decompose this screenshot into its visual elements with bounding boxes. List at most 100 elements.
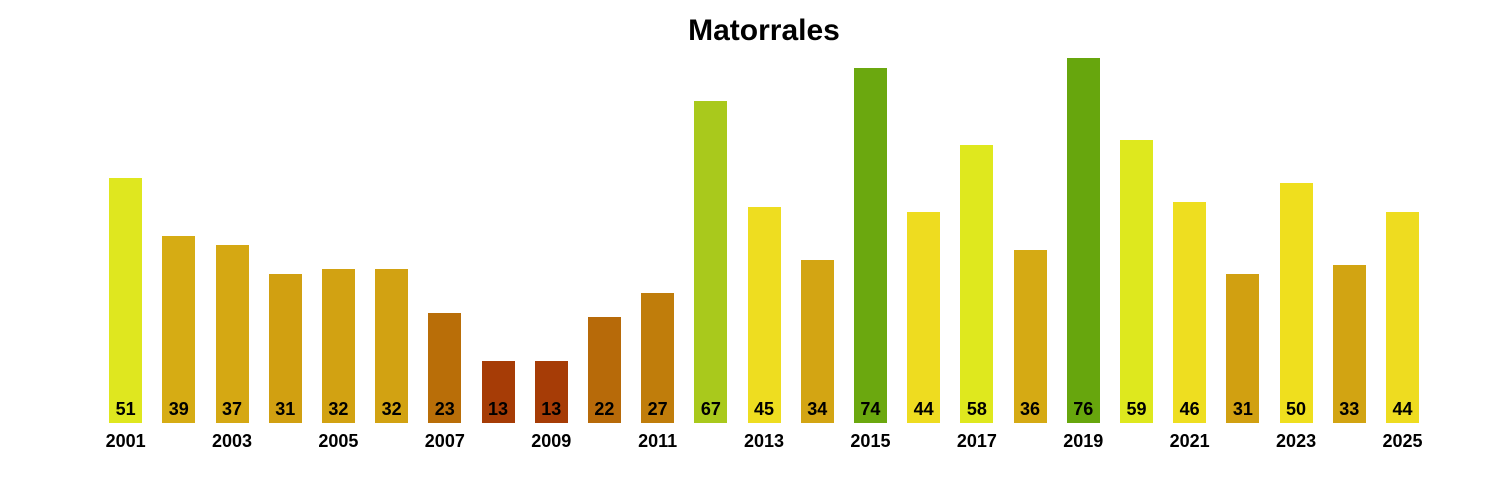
bar-2013: 45 <box>747 207 781 423</box>
x-tick-2005: 2005 <box>318 431 359 451</box>
bar-2025: 44 <box>1385 212 1419 423</box>
bar-column-2023: 50 <box>1269 58 1322 423</box>
bar-2011: 27 <box>641 293 675 423</box>
x-tick-2012 <box>684 431 737 453</box>
bar-value-label-2011: 27 <box>647 399 668 420</box>
bars-plot-area: 51 39 37 31 32 32 23 13 13 22 27 67 45 34 74 44 58 36 76 59… <box>99 58 1429 423</box>
bar-column-2025: 44 <box>1376 58 1429 423</box>
bar-2004: 31 <box>268 274 302 423</box>
bar-2009: 13 <box>534 361 568 423</box>
bar-column-2013: 45 <box>737 58 790 423</box>
bar-value-label-2004: 31 <box>275 399 296 420</box>
bar-column-2014: 34 <box>791 58 844 423</box>
bar-value-label-2020: 59 <box>1126 399 1147 420</box>
bar-column-2022: 31 <box>1216 58 1269 423</box>
bar-column-2007: 23 <box>418 58 471 423</box>
bar-2005: 32 <box>321 269 355 423</box>
bar-2020: 59 <box>1119 140 1153 423</box>
x-tick-2011: 2011 <box>638 431 678 451</box>
bar-value-label-2005: 32 <box>328 399 349 420</box>
x-tick-2002 <box>152 431 205 453</box>
bar-value-label-2003: 37 <box>221 399 243 420</box>
bar-2006: 32 <box>375 269 409 423</box>
bar-2018: 36 <box>1013 250 1047 423</box>
bar-column-2004: 31 <box>259 58 312 423</box>
bar-value-label-2015: 74 <box>860 399 881 420</box>
bar-value-label-2023: 50 <box>1286 399 1307 420</box>
bar-2008: 13 <box>481 361 515 423</box>
bar-column-2003: 37 <box>205 58 258 423</box>
x-tick-2024 <box>1323 431 1376 453</box>
bar-column-2015: 74 <box>844 58 897 423</box>
x-tick-2001: 2001 <box>105 431 146 451</box>
bar-2010: 22 <box>587 317 621 423</box>
bar-column-2009: 13 <box>525 58 578 423</box>
bar-column-2018: 36 <box>1003 58 1056 423</box>
bar-value-label-2016: 44 <box>913 399 934 420</box>
bar-value-label-2009: 13 <box>541 399 562 420</box>
bar-column-2021: 46 <box>1163 58 1216 423</box>
x-tick-2004 <box>259 431 312 453</box>
bar-2003: 37 <box>215 245 249 423</box>
x-tick-2023: 2023 <box>1276 431 1317 451</box>
bar-value-label-2006: 32 <box>381 399 402 420</box>
bar-column-2016: 44 <box>897 58 950 423</box>
x-tick-2018 <box>1003 431 1056 453</box>
x-tick-2025: 2025 <box>1382 431 1423 451</box>
bar-column-2020: 59 <box>1110 58 1163 423</box>
bar-column-2002: 39 <box>152 58 205 423</box>
bar-2022: 31 <box>1226 274 1260 423</box>
bar-value-label-2021: 46 <box>1179 399 1200 420</box>
bar-2016: 44 <box>907 212 941 423</box>
bar-2012: 67 <box>694 101 728 423</box>
x-tick-2003: 2003 <box>211 431 253 451</box>
x-tick-2006 <box>365 431 418 453</box>
x-tick-2017: 2017 <box>956 431 997 451</box>
bar-value-label-2018: 36 <box>1020 399 1041 420</box>
bar-2017: 58 <box>960 145 994 423</box>
bar-2007: 23 <box>428 313 462 423</box>
bar-value-label-2017: 58 <box>966 399 987 420</box>
x-tick-2009: 2009 <box>531 431 572 451</box>
x-tick-2020 <box>1110 431 1163 453</box>
bar-column-2019: 76 <box>1057 58 1110 423</box>
bar-value-label-2010: 22 <box>594 399 615 420</box>
bar-value-label-2002: 39 <box>168 399 189 420</box>
bar-2019: 76 <box>1066 58 1100 423</box>
bar-2014: 34 <box>800 260 834 423</box>
x-tick-2022 <box>1216 431 1269 453</box>
bar-column-2008: 13 <box>471 58 524 423</box>
x-tick-2015: 2015 <box>850 431 891 451</box>
bar-value-label-2001: 51 <box>115 399 136 420</box>
bar-2001: 51 <box>109 178 143 423</box>
bar-value-label-2007: 23 <box>434 399 455 420</box>
bar-column-2006: 32 <box>365 58 418 423</box>
x-tick-2010 <box>578 431 631 453</box>
bar-value-label-2022: 31 <box>1232 399 1253 420</box>
bar-column-2010: 22 <box>578 58 631 423</box>
bar-2023: 50 <box>1279 183 1313 423</box>
bar-value-label-2014: 34 <box>807 399 828 420</box>
x-tick-2021: 2021 <box>1169 431 1210 451</box>
x-tick-2014 <box>791 431 844 453</box>
bar-column-2024: 33 <box>1323 58 1376 423</box>
x-tick-2016 <box>897 431 950 453</box>
bar-2021: 46 <box>1173 202 1207 423</box>
x-axis-labels: 2001 2003 2005 2007 2009 2011 2013 2015 2017 2019… <box>99 431 1429 453</box>
bar-value-label-2019: 76 <box>1073 399 1094 420</box>
bar-column-2011: 27 <box>631 58 684 423</box>
x-tick-2019: 2019 <box>1063 431 1104 451</box>
bar-2015: 74 <box>853 68 887 423</box>
x-tick-2013: 2013 <box>744 431 785 451</box>
bar-2002: 39 <box>162 236 196 423</box>
bar-column-2017: 58 <box>950 58 1003 423</box>
bar-value-label-2012: 67 <box>700 399 721 420</box>
bar-value-label-2025: 44 <box>1392 399 1413 420</box>
bar-2024: 33 <box>1332 265 1366 423</box>
bar-value-label-2013: 45 <box>754 399 775 420</box>
bar-column-2001: 51 <box>99 58 152 423</box>
chart-title: Matorrales <box>688 14 840 47</box>
x-tick-2008 <box>471 431 524 453</box>
bar-column-2012: 67 <box>684 58 737 423</box>
